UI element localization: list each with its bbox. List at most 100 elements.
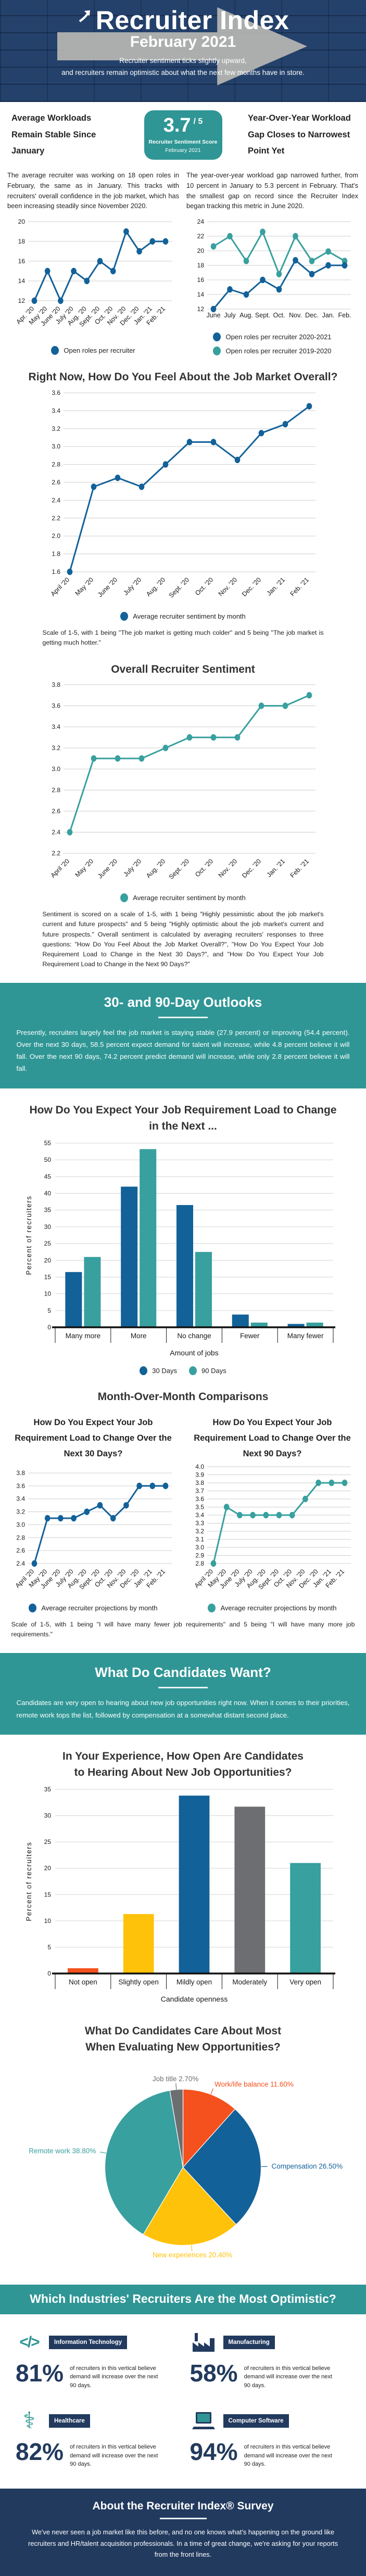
mom-30-title: How Do You Expect Your Job Requirement L… xyxy=(7,1415,179,1462)
svg-text:14: 14 xyxy=(18,277,26,285)
industry-description: of recruiters in this vertical believe d… xyxy=(244,2361,333,2390)
overall-sentiment-title: Overall Recruiter Sentiment xyxy=(27,661,339,678)
svg-text:Percent of recruiters: Percent of recruiters xyxy=(25,1195,33,1275)
svg-text:June: June xyxy=(206,312,220,319)
yoy-legend-2021: Open roles per recruiter 2020-2021 xyxy=(186,332,358,341)
svg-text:2.2: 2.2 xyxy=(52,850,60,857)
svg-text:Feb. '21: Feb. '21 xyxy=(288,576,310,598)
industry-description: of recruiters in this vertical believe d… xyxy=(70,2440,158,2469)
svg-text:4.0: 4.0 xyxy=(195,1463,204,1470)
svg-text:Percent of recruiters: Percent of recruiters xyxy=(25,1841,33,1921)
svg-text:2.0: 2.0 xyxy=(52,532,60,540)
svg-text:22: 22 xyxy=(197,233,205,240)
legend-dot-blue xyxy=(51,346,59,355)
svg-text:0: 0 xyxy=(47,1324,51,1331)
outlooks-banner-title: 30- and 90-Day Outlooks xyxy=(0,994,366,1010)
svg-text:Fewer: Fewer xyxy=(240,1332,260,1340)
svg-text:Nov.: Nov. xyxy=(289,312,302,319)
svg-text:25: 25 xyxy=(44,1838,51,1846)
svg-text:55: 55 xyxy=(44,1139,51,1147)
headline-yoy-gap: Year-Over-Year Workload Gap Closes to Na… xyxy=(248,110,355,159)
job-market-legend: Average recruiter sentiment by month xyxy=(0,612,366,621)
svg-text:1.6: 1.6 xyxy=(52,568,60,575)
svg-text:3.6: 3.6 xyxy=(52,702,60,710)
svg-text:35: 35 xyxy=(44,1206,51,1213)
svg-text:3.1: 3.1 xyxy=(195,1536,204,1543)
industries-banner: Which Industries' Recruiters Are the Mos… xyxy=(0,2285,366,2314)
svg-text:2.6: 2.6 xyxy=(52,808,60,815)
svg-text:0: 0 xyxy=(47,1970,51,1977)
load-change-title: How Do You Expect Your Job Requirement L… xyxy=(27,1102,339,1135)
svg-text:40: 40 xyxy=(44,1189,51,1197)
svg-text:18: 18 xyxy=(18,238,26,245)
care-title-line2: When Evaluating New Opportunities? xyxy=(27,2039,339,2056)
banner-divider xyxy=(158,1687,208,1688)
svg-text:3.3: 3.3 xyxy=(195,1520,204,1527)
svg-text:Sept. '20: Sept. '20 xyxy=(167,576,191,599)
mom-title: Month-Over-Month Comparisons xyxy=(27,1389,339,1405)
svg-text:3.6: 3.6 xyxy=(52,389,60,396)
job-market-title: Right Now, How Do You Feel About the Job… xyxy=(27,369,339,386)
svg-text:Sept. '20: Sept. '20 xyxy=(167,858,191,881)
svg-text:3.2: 3.2 xyxy=(16,1508,25,1516)
openness-title-line1: In Your Experience, How Open Are Candida… xyxy=(27,1748,339,1765)
svg-text:3.4: 3.4 xyxy=(52,407,60,414)
headline-workloads: Average Workloads Remain Stable Since Ja… xyxy=(11,110,118,159)
industry-manufacturing: Manufacturing 58% of recruiters in this … xyxy=(190,2329,351,2390)
page-subtitle-month: February 2021 xyxy=(0,33,366,51)
svg-text:30: 30 xyxy=(44,1223,51,1231)
svg-text:More: More xyxy=(130,1332,146,1340)
svg-text:June '20: June '20 xyxy=(96,858,119,880)
svg-text:Aug. '20: Aug. '20 xyxy=(145,576,167,598)
svg-text:3.0: 3.0 xyxy=(52,443,60,450)
svg-text:2.9: 2.9 xyxy=(195,1552,204,1559)
svg-text:24: 24 xyxy=(197,218,205,225)
svg-text:Dec.: Dec. xyxy=(305,312,319,319)
svg-text:20: 20 xyxy=(44,1257,51,1264)
svg-text:Oct. '20: Oct. '20 xyxy=(194,576,214,597)
industry-percent: 94% xyxy=(190,2440,238,2464)
svg-text:Aug.: Aug. xyxy=(239,312,253,319)
outlooks-banner: 30- and 90-Day Outlooks Presently, recru… xyxy=(0,983,366,1088)
job-market-caption: Scale of 1-5, with 1 being "The job mark… xyxy=(43,628,324,648)
svg-text:20: 20 xyxy=(197,247,205,254)
svg-text:10: 10 xyxy=(44,1917,51,1925)
svg-text:45: 45 xyxy=(44,1173,51,1180)
industry-percent: 58% xyxy=(190,2361,238,2385)
svg-text:16: 16 xyxy=(18,258,26,265)
svg-text:Moderately: Moderately xyxy=(232,1978,267,1986)
factory-icon xyxy=(190,2332,217,2353)
sentiment-score-card: 3.7 / 5 Recruiter Sentiment Score Februa… xyxy=(144,110,222,160)
svg-text:April '20: April '20 xyxy=(49,858,71,880)
svg-text:3.2: 3.2 xyxy=(52,425,60,432)
mom-chart-titles: How Do You Expect Your Job Requirement L… xyxy=(0,1415,366,1462)
svg-text:2.8: 2.8 xyxy=(195,1560,204,1567)
openness-title-line2: to Hearing About New Job Opportunities? xyxy=(27,1764,339,1781)
page-title: Recruiter Index xyxy=(0,5,366,35)
candidates-banner-title: What Do Candidates Want? xyxy=(0,1664,366,1681)
legend-dot-blue xyxy=(213,332,221,341)
page-title-text: Recruiter Index xyxy=(96,5,289,35)
svg-text:2.8: 2.8 xyxy=(52,460,60,468)
svg-text:Mildly open: Mildly open xyxy=(176,1978,211,1986)
svg-text:3.6: 3.6 xyxy=(16,1482,25,1490)
svg-text:3.5: 3.5 xyxy=(195,1504,204,1511)
yoy-paragraph: The year-over-year workload gap narrowed… xyxy=(186,170,358,211)
svg-text:3.2: 3.2 xyxy=(52,745,60,752)
svg-text:May '20: May '20 xyxy=(73,576,95,597)
svg-text:July '20: July '20 xyxy=(122,858,143,879)
legend-dot-teal xyxy=(213,347,221,355)
svg-text:14: 14 xyxy=(197,291,205,298)
recruiter-logo-arrow-icon xyxy=(77,8,93,24)
industries-grid: </> Information Technology 81% of recrui… xyxy=(0,2314,366,2479)
caduceus-icon: ⚕ xyxy=(16,2410,43,2432)
svg-text:2.6: 2.6 xyxy=(52,479,60,486)
care-about-pie-chart: Work/life balance 11.60%Compensation 26.… xyxy=(0,2058,366,2271)
candidates-banner-paragraph: Candidates are very open to hearing abou… xyxy=(17,1697,350,1721)
mom-caption: Scale of 1-5, with 1 being "I will have … xyxy=(11,1620,355,1639)
svg-text:3.0: 3.0 xyxy=(52,765,60,773)
